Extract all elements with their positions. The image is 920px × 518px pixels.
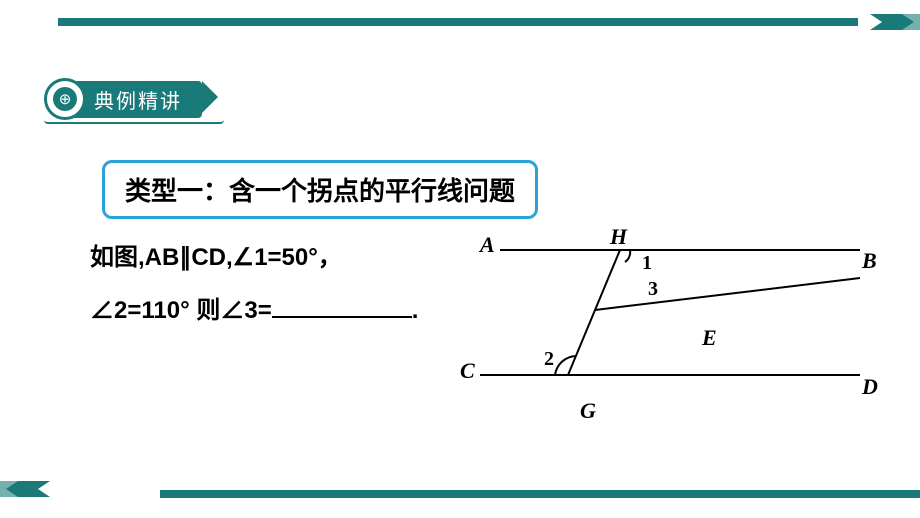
top-bar bbox=[58, 18, 858, 26]
label-A: A bbox=[480, 232, 495, 258]
magnify-icon: ⊕ bbox=[53, 87, 77, 111]
label-E: E bbox=[702, 325, 717, 351]
type-title-box: 类型一：含一个拐点的平行线问题 bbox=[102, 160, 538, 219]
label-D: D bbox=[862, 374, 878, 400]
bottom-bar bbox=[160, 490, 920, 498]
label-H: H bbox=[610, 224, 627, 250]
line-E-ext bbox=[595, 278, 860, 310]
text-frag: CD,∠1=50°， bbox=[191, 244, 342, 271]
angle-2: 2 bbox=[544, 348, 554, 371]
badge-label: 典例精讲 bbox=[66, 81, 202, 118]
label-C: C bbox=[460, 358, 475, 384]
section-badge: ⊕ 典例精讲 bbox=[44, 78, 202, 120]
text-frag: . bbox=[412, 297, 419, 324]
problem-text: 如图,AB∥CD,∠1=50°， ∠2=110° 则∠3=. bbox=[90, 232, 418, 338]
angle-arc-1 bbox=[625, 250, 630, 262]
label-G: G bbox=[580, 398, 596, 424]
diagram-svg bbox=[460, 220, 880, 460]
text-frag: ∠2=110° 则∠3= bbox=[90, 297, 272, 324]
answer-blank bbox=[272, 291, 412, 317]
label-B: B bbox=[862, 248, 877, 274]
angle-1: 1 bbox=[642, 252, 652, 275]
bottom-arrow-icon bbox=[0, 481, 50, 502]
badge-underline bbox=[44, 120, 224, 124]
badge-circle: ⊕ bbox=[44, 78, 86, 120]
geometry-diagram: A H B E C D G 1 3 2 bbox=[460, 220, 880, 460]
problem-line-1: 如图,AB∥CD,∠1=50°， bbox=[90, 232, 418, 285]
top-arrow-icon bbox=[870, 14, 920, 35]
angle-3: 3 bbox=[648, 278, 658, 301]
parallel-symbol: ∥ bbox=[179, 244, 191, 271]
text-frag: 如图,AB bbox=[90, 244, 179, 271]
problem-line-2: ∠2=110° 则∠3=. bbox=[90, 285, 418, 338]
